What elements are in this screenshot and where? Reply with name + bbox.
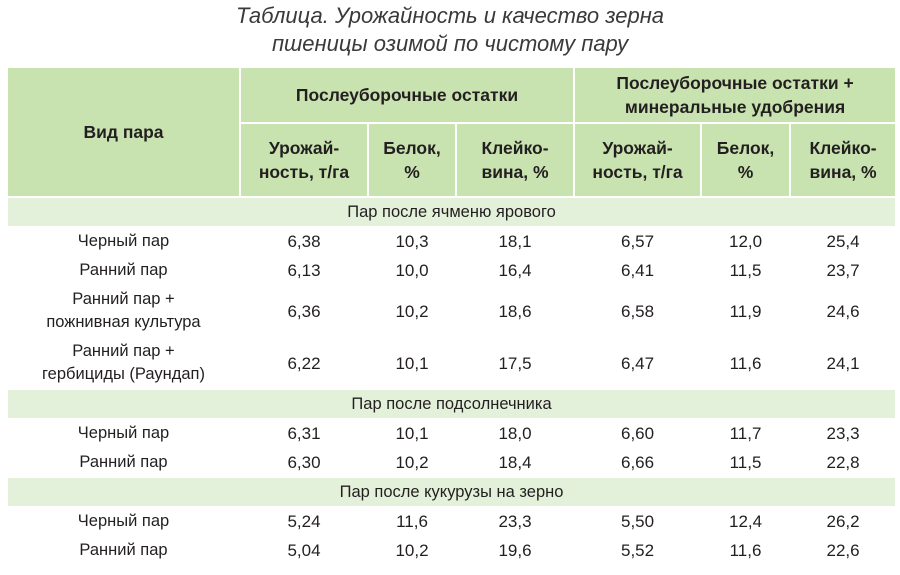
cell-value: 24,1 [789, 336, 898, 390]
table-row: Ранний пар + пожнивная культура 6,36 10,… [6, 284, 898, 338]
cell-value: 19,6 [454, 535, 576, 566]
cell-value: 10,1 [367, 336, 457, 390]
table-row: Ранний пар 6,13 10,0 16,4 6,41 11,5 23,7 [6, 255, 898, 286]
cell-value: 11,6 [700, 336, 792, 390]
row-name: Ранний пар [6, 447, 241, 478]
cell-value: 22,6 [789, 535, 898, 566]
table-row: Черный пар 6,38 10,3 18,1 6,57 12,0 25,4 [6, 226, 898, 257]
header-group-residues: Послеуборочные остатки [238, 66, 576, 124]
header-group2-line1: Послеуборочные остатки + [616, 73, 854, 93]
cell-value: 10,0 [367, 255, 457, 286]
row-name-line1: Ранний пар + [72, 290, 175, 308]
cell-value: 6,22 [239, 336, 369, 390]
section-title-barley: Пар после ячменю ярового [5, 196, 898, 228]
header-gluten-1: Клейко- вина, % [454, 122, 576, 198]
cell-value: 24,6 [789, 284, 898, 338]
row-name: Ранний пар [6, 535, 241, 566]
header-yield-1-line2: ность, т/га [258, 162, 350, 182]
cell-value: 6,38 [239, 226, 369, 257]
cell-value: 18,1 [454, 226, 576, 257]
header-protein-2-line1: Белок, [716, 138, 775, 158]
cell-value: 11,5 [700, 447, 792, 478]
header-gluten-1-line2: вина, % [481, 162, 549, 182]
cell-value: 11,6 [367, 506, 457, 537]
header-kind: Вид пара [6, 66, 241, 198]
header-protein-1: Белок, % [367, 122, 457, 198]
cell-value: 10,2 [367, 535, 457, 566]
header-protein-2-line2: % [737, 162, 754, 182]
header-yield-2: Урожай- ность, т/га [573, 122, 703, 198]
header-yield-1: Урожай- ность, т/га [239, 122, 369, 198]
cell-value: 23,7 [789, 255, 898, 286]
cell-value: 6,57 [573, 226, 703, 257]
cell-value: 18,0 [454, 418, 576, 449]
cell-value: 22,8 [789, 447, 898, 478]
caption-line-2: пшеницы озимой по чистому пару [271, 31, 629, 56]
cell-value: 23,3 [789, 418, 898, 449]
row-name: Черный пар [6, 506, 241, 537]
row-name-line1: Ранний пар + [72, 342, 175, 360]
cell-value: 5,24 [239, 506, 369, 537]
table-row: Черный пар 6,31 10,1 18,0 6,60 11,7 23,3 [6, 418, 898, 449]
row-name-line2: гербициды (Раундап) [42, 365, 205, 383]
cell-value: 11,7 [700, 418, 792, 449]
cell-value: 6,41 [573, 255, 703, 286]
table-caption: Таблица. Урожайность и качество зерна пш… [0, 0, 900, 58]
header-gluten-2: Клейко- вина, % [789, 122, 898, 198]
cell-value: 5,52 [573, 535, 703, 566]
row-name: Ранний пар + пожнивная культура [6, 284, 241, 338]
cell-value: 18,6 [454, 284, 576, 338]
cell-value: 23,3 [454, 506, 576, 537]
row-name: Ранний пар [6, 255, 241, 286]
cell-value: 6,13 [239, 255, 369, 286]
cell-value: 10,3 [367, 226, 457, 257]
table-row: Ранний пар + гербициды (Раундап) 6,22 10… [6, 336, 898, 390]
header-protein-1-line1: Белок, [383, 138, 441, 158]
cell-value: 16,4 [454, 255, 576, 286]
yield-quality-table: Вид пара Послеуборочные остатки Послеубо… [5, 66, 898, 566]
table-row: Ранний пар 6,30 10,2 18,4 6,66 11,5 22,8 [6, 447, 898, 478]
cell-value: 6,31 [239, 418, 369, 449]
header-gluten-1-line1: Клейко- [481, 138, 549, 158]
header-yield-2-line1: Урожай- [602, 138, 673, 158]
header-gluten-2-line1: Клейко- [809, 138, 877, 158]
cell-value: 26,2 [789, 506, 898, 537]
cell-value: 12,4 [700, 506, 792, 537]
cell-value: 18,4 [454, 447, 576, 478]
cell-value: 5,50 [573, 506, 703, 537]
row-name-line2: пожнивная культура [46, 313, 201, 331]
section-title-corn: Пар после кукурузы на зерно [5, 476, 898, 508]
header-protein-1-line2: % [404, 162, 420, 182]
cell-value: 6,66 [573, 447, 703, 478]
header-yield-2-line2: ность, т/га [592, 162, 683, 182]
cell-value: 6,60 [573, 418, 703, 449]
row-name: Ранний пар + гербициды (Раундап) [6, 336, 241, 390]
row-name: Черный пар [6, 226, 241, 257]
cell-value: 11,5 [700, 255, 792, 286]
cell-value: 10,2 [367, 447, 457, 478]
header-group2-line2: минеральные удобрения [624, 97, 846, 117]
cell-value: 6,36 [239, 284, 369, 338]
row-name: Черный пар [6, 418, 241, 449]
header-group-residues-fertilizers: Послеуборочные остатки + минеральные удо… [573, 66, 898, 124]
cell-value: 10,1 [367, 418, 457, 449]
table-row: Ранний пар 5,04 10,2 19,6 5,52 11,6 22,6 [6, 535, 898, 566]
header-gluten-2-line2: вина, % [809, 162, 877, 182]
cell-value: 17,5 [454, 336, 576, 390]
cell-value: 11,6 [700, 535, 792, 566]
cell-value: 10,2 [367, 284, 457, 338]
header-protein-2: Белок, % [700, 122, 792, 198]
cell-value: 5,04 [239, 535, 369, 566]
cell-value: 25,4 [789, 226, 898, 257]
cell-value: 6,47 [573, 336, 703, 390]
cell-value: 12,0 [700, 226, 792, 257]
table-row: Черный пар 5,24 11,6 23,3 5,50 12,4 26,2 [6, 506, 898, 537]
cell-value: 6,30 [239, 447, 369, 478]
section-title-sunflower: Пар после подсолнечника [5, 388, 898, 420]
caption-line-1: Таблица. Урожайность и качество зерна [235, 3, 665, 28]
header-yield-1-line1: Урожай- [268, 138, 340, 158]
cell-value: 11,9 [700, 284, 792, 338]
cell-value: 6,58 [573, 284, 703, 338]
